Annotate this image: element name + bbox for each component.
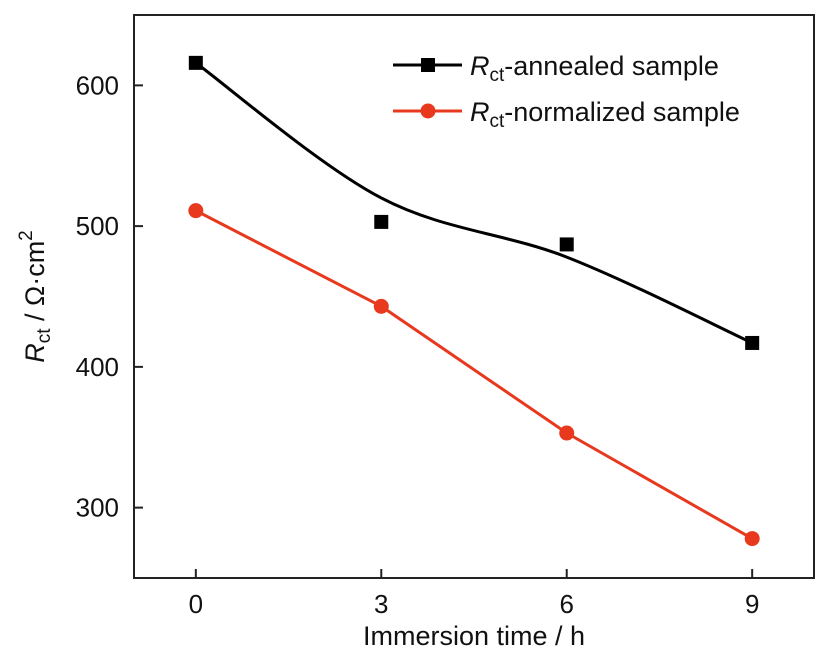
x-tick-label: 0 (189, 589, 203, 619)
y-axis-label-sub: ct (34, 328, 55, 344)
data-point (559, 425, 575, 441)
y-tick-label: 500 (76, 211, 119, 241)
legend-label-rest: -annealed sample (504, 51, 719, 81)
series-line (194, 61, 753, 345)
data-point (188, 203, 204, 219)
y-axis-label: Rct / Ω·cm2 (16, 230, 55, 363)
y-axis: 300 400 500 600 (76, 70, 143, 523)
legend-marker (420, 103, 436, 119)
x-tick-label: 3 (374, 589, 388, 619)
series-normalized (188, 203, 760, 547)
legend-label-sub: ct (490, 111, 506, 132)
legend-marker (421, 58, 435, 72)
x-axis: 0 3 6 9 (189, 569, 759, 619)
data-point (188, 55, 203, 70)
data-point (374, 214, 389, 229)
data-point (745, 335, 760, 350)
series-layer (188, 55, 760, 547)
axes-frame (133, 14, 815, 579)
legend-label: Rct-annealed sample (470, 51, 719, 86)
legend-label-rest: -normalized sample (504, 97, 740, 127)
legend-label-main: R (470, 51, 490, 81)
y-tick-label: 300 (76, 493, 119, 523)
legend-label-main: R (470, 97, 490, 127)
legend-item: Rct-annealed sample (393, 51, 719, 86)
x-tick-label: 9 (745, 589, 759, 619)
data-point (373, 298, 389, 314)
legend-label-sub: ct (490, 65, 506, 86)
data-point (559, 237, 574, 252)
y-axis-label-main: R (20, 343, 50, 363)
data-point (744, 531, 760, 547)
y-tick-label: 400 (76, 352, 119, 382)
y-axis-label-unit: / Ω·cm (20, 241, 50, 329)
y-axis-label-sup: 2 (16, 230, 37, 241)
legend-label: Rct-normalized sample (470, 97, 740, 132)
legend-item: Rct-normalized sample (393, 97, 740, 132)
series-annealed (188, 55, 760, 350)
series-line (195, 209, 753, 540)
y-tick-label: 600 (76, 70, 119, 100)
x-axis-label: Immersion time / h (363, 621, 585, 651)
x-tick-label: 6 (559, 589, 573, 619)
